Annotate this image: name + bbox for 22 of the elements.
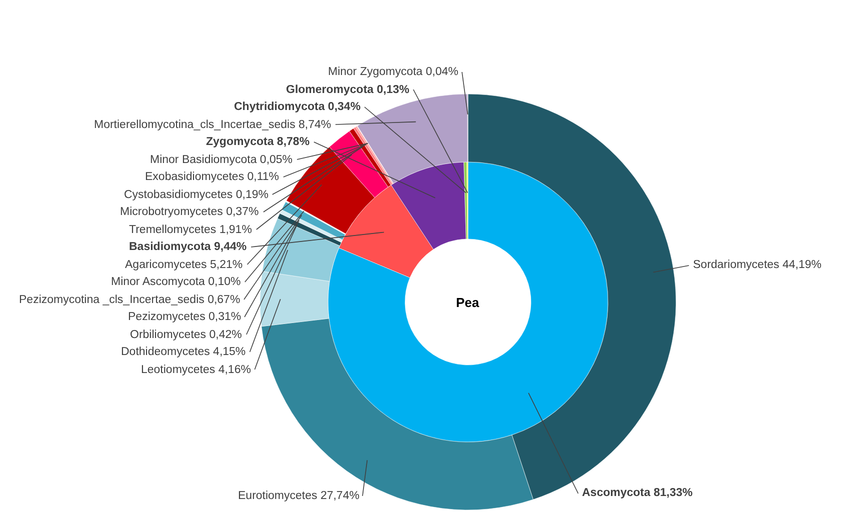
category-label: Minor Basidiomycota 0,05% xyxy=(150,154,293,166)
category-label: Leotiomycetes 4,16% xyxy=(141,364,251,376)
slice-label: Chytridiomycota 0,34% xyxy=(234,101,361,113)
category-label: Minor Ascomycota 0,10% xyxy=(111,276,241,288)
text: Pea xyxy=(456,295,480,310)
slice-label: Basidiomycota 9,44% xyxy=(129,241,247,253)
category-label: Eurotiomycetes 27,74% xyxy=(238,490,360,502)
category-label: Dothideomycetes 4,15% xyxy=(121,346,246,358)
slice-label: Zygomycota 8,78% xyxy=(206,136,310,148)
category-label: Pezizomycetes 0,31% xyxy=(128,311,242,323)
category-label: Mortierellomycotina_cls_Incertae_sedis 8,74% xyxy=(94,119,332,131)
slice-label: Glomeromycota 0,13% xyxy=(286,84,410,96)
category-label: Cystobasidiomycetes 0,19% xyxy=(124,189,268,201)
category-label: Minor Zygomycota 0,04% xyxy=(328,66,458,78)
category-label: Pezizomycotina _cls_Incertae_sedis 0,67% xyxy=(19,294,240,306)
category-label: Orbiliomycetes 0,42% xyxy=(130,329,242,341)
category-label: Tremellomycetes 1,91% xyxy=(129,224,252,236)
category-label: Agaricomycetes 5,21% xyxy=(125,259,243,271)
category-label: Sordariomycetes 44,19% xyxy=(693,259,822,271)
category-label: Microbotryomycetes 0,37% xyxy=(120,206,259,218)
category-label: Exobasidiomycetes 0,11% xyxy=(145,171,280,183)
slice-label: Ascomycota 81,33% xyxy=(582,487,693,499)
